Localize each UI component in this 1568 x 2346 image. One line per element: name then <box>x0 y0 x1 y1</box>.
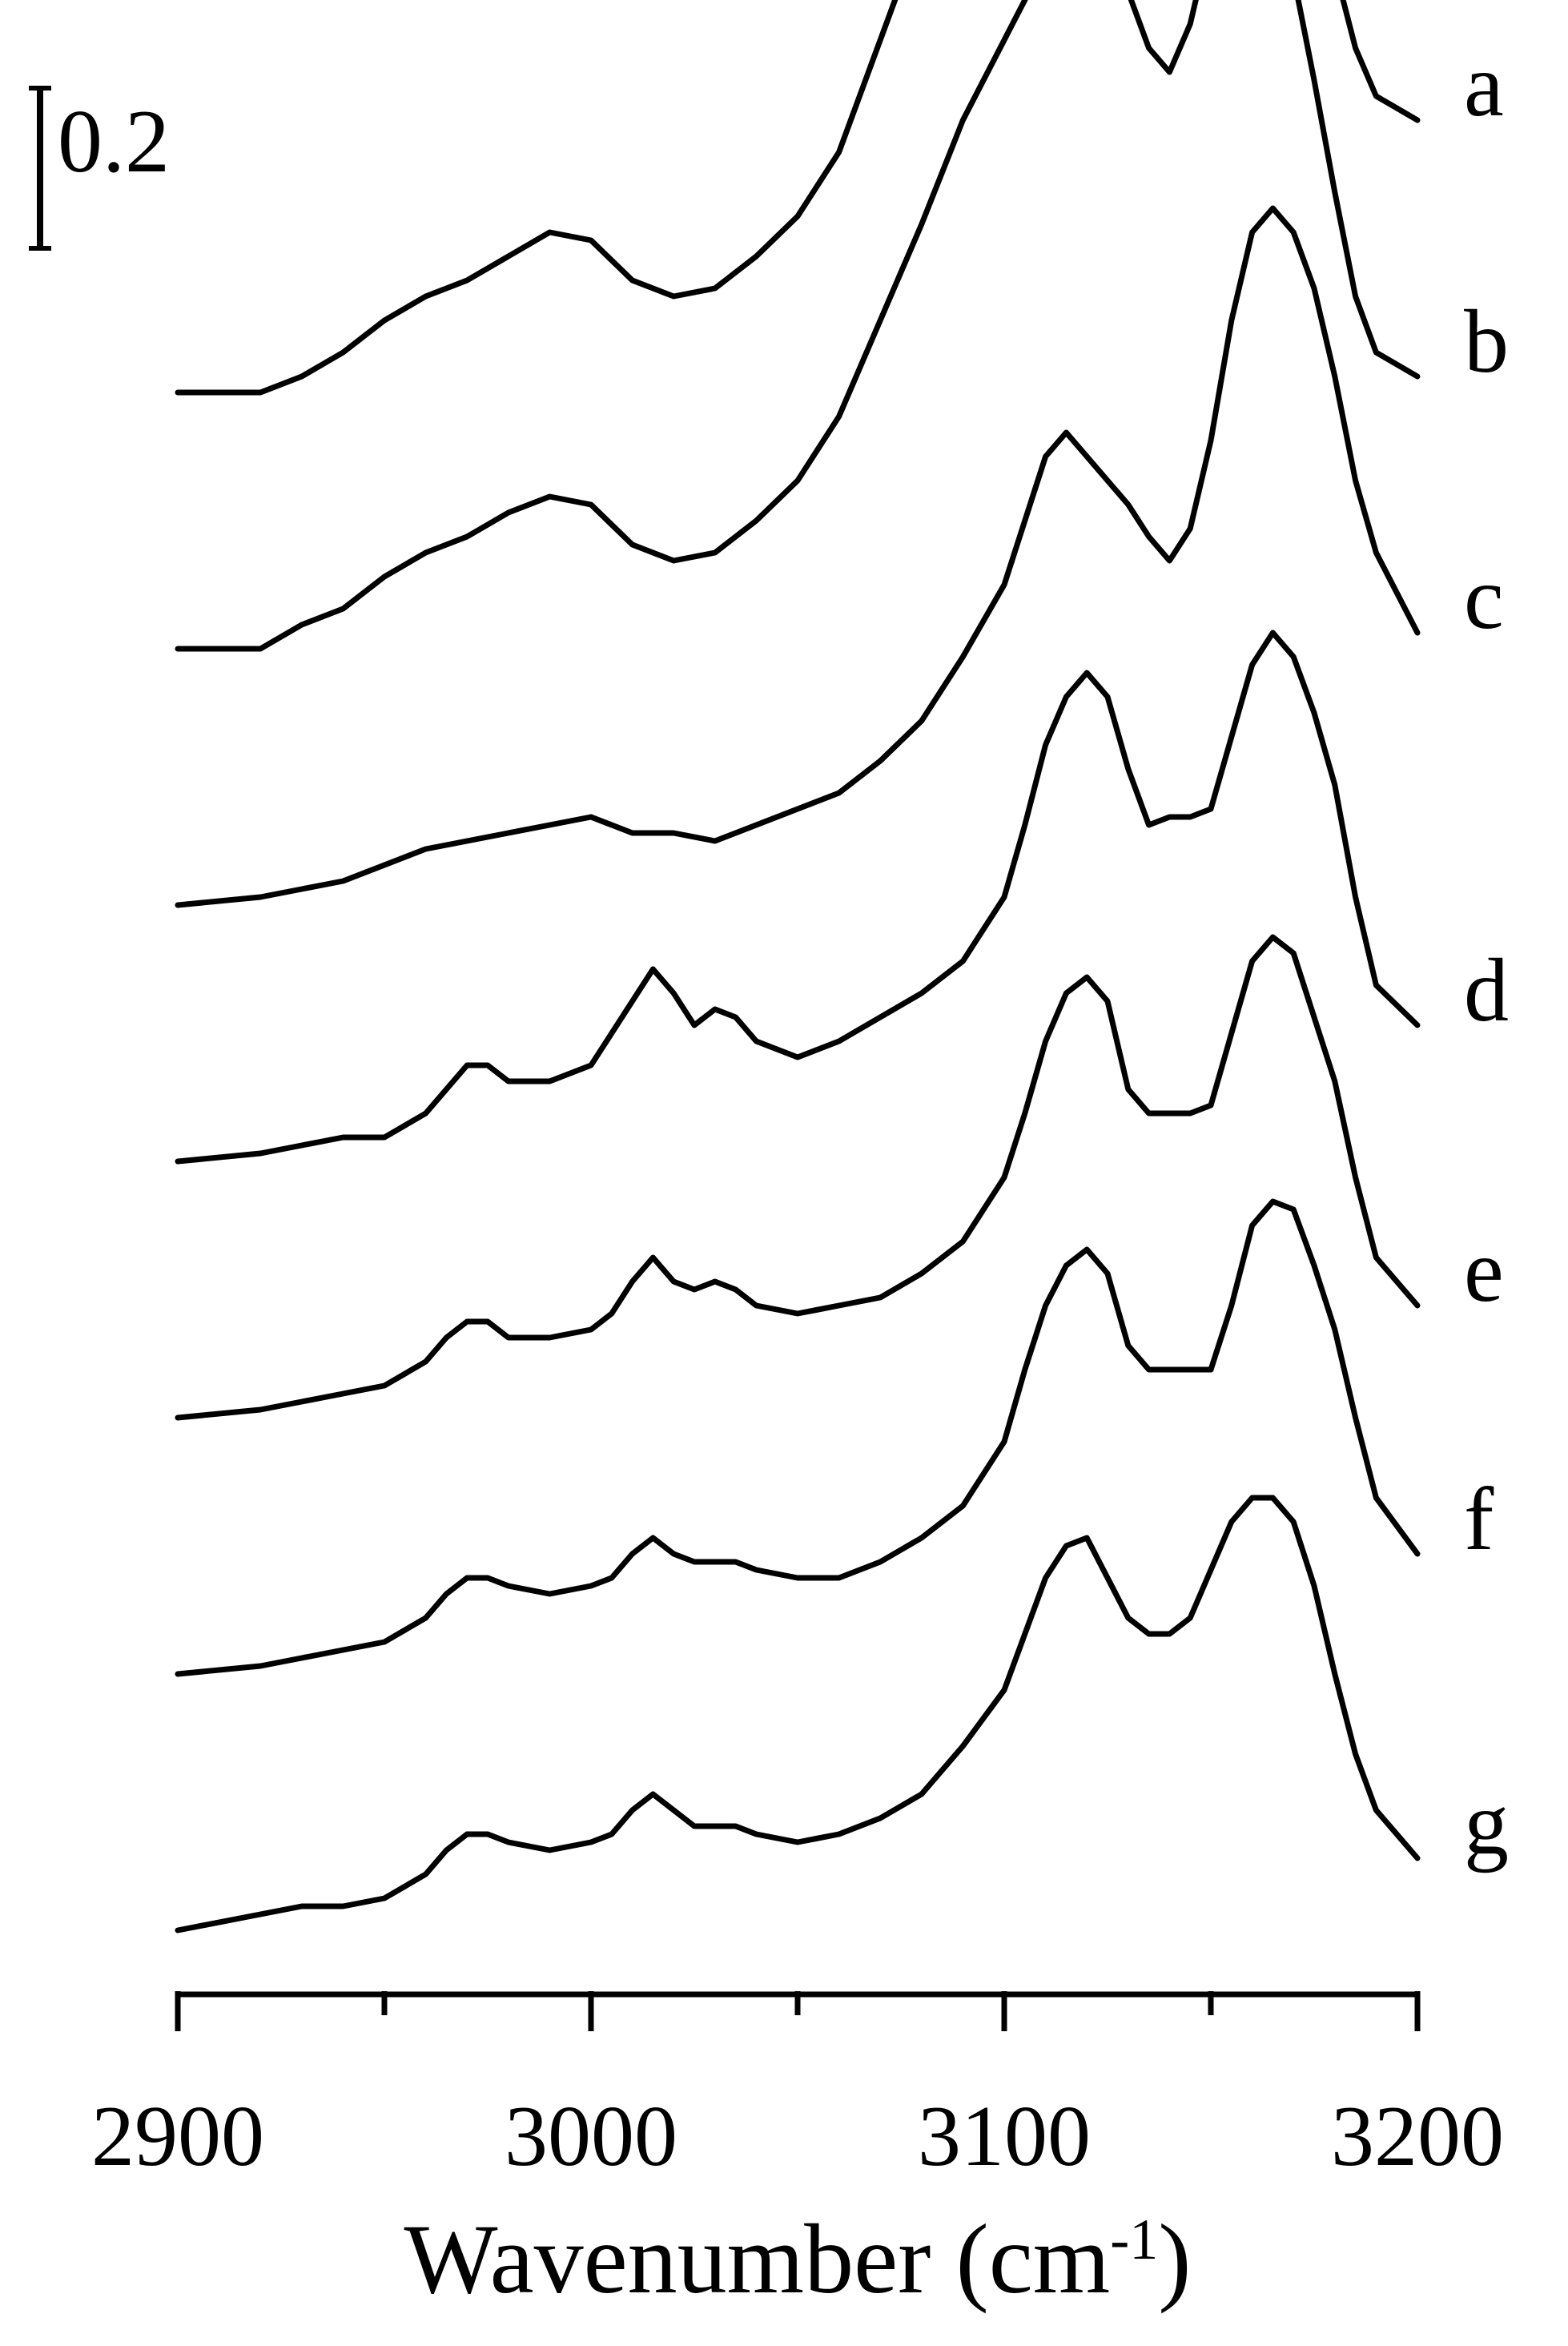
x-axis-title-main: Wavenumber (cm <box>404 2204 1110 2314</box>
trace-f <box>175 1198 1421 1677</box>
x-tick-label-3100: 3100 <box>918 2089 1091 2184</box>
trace-label-d: d <box>1464 941 1509 1040</box>
trace-label-c: c <box>1464 549 1504 648</box>
trace-label-e: e <box>1464 1221 1504 1321</box>
trace-d <box>175 630 1421 1165</box>
trace-labels: a b c d e f g <box>1464 36 1509 1873</box>
x-axis-title: Wavenumber (cm-1) <box>404 2204 1191 2314</box>
spectra-traces <box>175 0 1421 1934</box>
x-tick-labels: 2900 3000 3100 3200 <box>91 2089 1504 2184</box>
scale-bar: 0.2 <box>29 86 170 251</box>
x-tick-label-3200: 3200 <box>1331 2089 1504 2184</box>
trace-label-a: a <box>1464 36 1504 135</box>
trace-label-f: f <box>1464 1470 1494 1569</box>
x-tick-label-3000: 3000 <box>505 2089 677 2184</box>
trace-e <box>175 934 1421 1421</box>
trace-g <box>175 1495 1421 1934</box>
x-axis-title-close: ) <box>1158 2204 1191 2314</box>
x-axis: 2900 3000 3100 3200 Wavenumber (cm-1) <box>91 1991 1504 2314</box>
trace-a <box>175 0 1421 396</box>
trace-label-g: g <box>1464 1774 1509 1873</box>
x-tick-label-2900: 2900 <box>91 2089 264 2184</box>
x-ticks <box>175 1991 1421 2031</box>
trace-b <box>175 0 1421 652</box>
trace-c <box>175 205 1421 908</box>
trace-label-b: b <box>1464 292 1509 392</box>
x-axis-title-superscript: -1 <box>1110 2207 1158 2272</box>
scale-bar-label: 0.2 <box>58 92 170 191</box>
